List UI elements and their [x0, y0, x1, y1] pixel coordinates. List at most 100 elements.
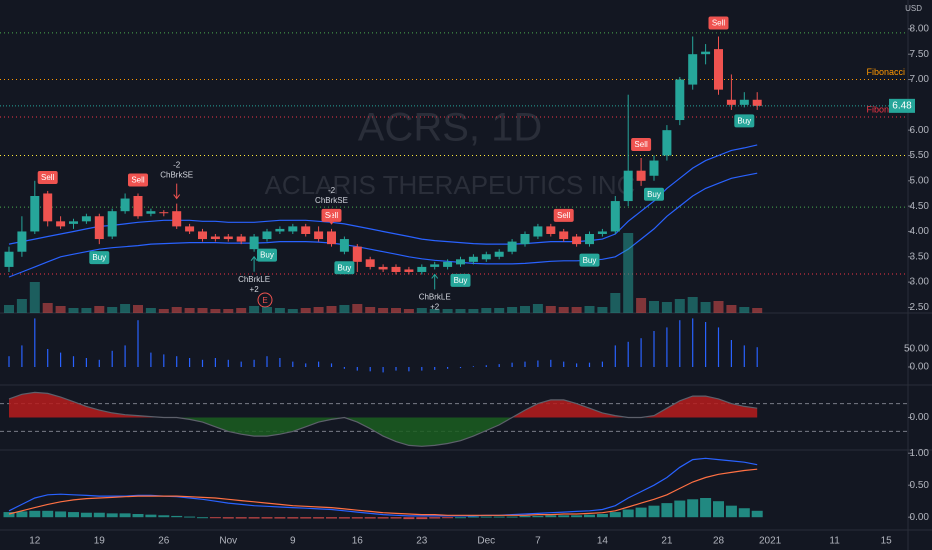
candle-body [391, 266, 401, 272]
signal-badge [553, 208, 574, 222]
histogram-bar [377, 517, 389, 519]
histogram-bar [713, 501, 724, 518]
y-tick-label: 2.50 [910, 302, 930, 313]
candle-body [636, 170, 646, 181]
volume-bar [739, 307, 750, 313]
candle-body [585, 233, 594, 245]
candle-body [159, 212, 169, 214]
volume-bar [223, 309, 234, 313]
histogram-bar [467, 516, 479, 518]
histogram-bar [751, 510, 763, 518]
candle-body [507, 241, 517, 252]
candle-body [30, 196, 40, 232]
signal-label: Sell [41, 173, 55, 182]
strategy-note: ChBrkSE [315, 196, 348, 205]
candle-body [4, 251, 14, 267]
oscillator-line [8, 391, 758, 447]
y-tick-label: 3.00 [910, 277, 930, 288]
candle-body [481, 254, 491, 260]
candle-body [752, 99, 762, 106]
candle-body [675, 79, 685, 121]
volume-bar [623, 233, 634, 313]
volume-bar [403, 309, 414, 313]
histogram-bar [338, 517, 350, 519]
signal-label: Buy [737, 116, 751, 125]
candle-body [572, 236, 582, 245]
histogram-bar [519, 515, 531, 518]
signal-badge [37, 170, 58, 184]
histogram-bar [364, 517, 376, 519]
candle-body [468, 256, 478, 262]
volume-bar [68, 308, 79, 313]
histogram-bar [222, 517, 234, 519]
y-tick-label: 8.00 [910, 24, 930, 35]
note-arrow-head [431, 273, 439, 279]
signal-badge [734, 114, 755, 128]
x-tick-label: 9 [290, 536, 296, 547]
histogram-bar [480, 516, 492, 518]
candle-body [494, 251, 504, 257]
candle-body [365, 259, 375, 267]
histogram-bar [661, 503, 673, 518]
volume-bar [262, 307, 272, 313]
volume-bar [313, 307, 324, 313]
histogram-bar [326, 517, 337, 519]
volume-bar [571, 307, 582, 313]
candle-body [430, 264, 440, 267]
level-label: Fibonacci [866, 104, 905, 114]
signal-label: Sell [712, 19, 726, 28]
candle-body [120, 198, 130, 212]
volume-bar [416, 308, 427, 313]
histogram-bar [455, 517, 466, 519]
last-price-tag [889, 98, 915, 113]
volume-bar [158, 309, 169, 313]
strategy-note: -2 [173, 161, 181, 170]
y-tick-label: 4.50 [910, 201, 930, 212]
candle-body [533, 226, 543, 237]
note-arrow-head [328, 219, 335, 225]
volume-bar [197, 308, 208, 313]
note-arrow-head [250, 255, 258, 262]
histogram-bar [571, 515, 583, 518]
histogram-bar [119, 513, 131, 518]
histogram-bar [390, 517, 402, 519]
x-tick-label: Nov [219, 536, 237, 547]
histogram-bar [287, 517, 299, 519]
candle-body [94, 216, 104, 240]
signal-badge [334, 261, 355, 275]
histogram-bar [80, 512, 92, 518]
x-tick-label: 15 [881, 536, 893, 547]
candle-body [610, 201, 620, 232]
volume-bar [378, 308, 389, 313]
histogram-bar [184, 516, 196, 518]
candle-body [249, 236, 259, 250]
candle-body [546, 226, 556, 234]
volume-bar [274, 308, 285, 313]
candle-body [688, 54, 698, 85]
signal-label: Buy [454, 276, 468, 285]
histogram-bar [171, 515, 183, 518]
histogram-bar [313, 517, 325, 519]
y-tick-label: 4.00 [910, 226, 930, 237]
indicator-line [8, 468, 758, 516]
candle-body [262, 231, 272, 240]
volume-bar [481, 308, 492, 313]
volume-bar [468, 309, 479, 313]
note-arrow-head [173, 194, 181, 200]
x-tick-label: 16 [352, 536, 364, 547]
signal-label: Buy [260, 251, 274, 260]
volume-bar [584, 306, 595, 313]
volume-bar [81, 308, 92, 313]
signal-badge [450, 273, 471, 287]
y-tick-label: 0.00 [910, 412, 930, 423]
histogram-bar [622, 509, 634, 518]
candle-body [649, 160, 659, 176]
volume-bar [391, 308, 401, 313]
histogram-bar [16, 511, 28, 518]
histogram-bar [442, 517, 454, 519]
volume-bar [326, 306, 337, 313]
volume-bar [610, 293, 621, 313]
volume-bar [713, 301, 724, 313]
histogram-bar [416, 517, 428, 520]
candle-body [81, 216, 91, 222]
